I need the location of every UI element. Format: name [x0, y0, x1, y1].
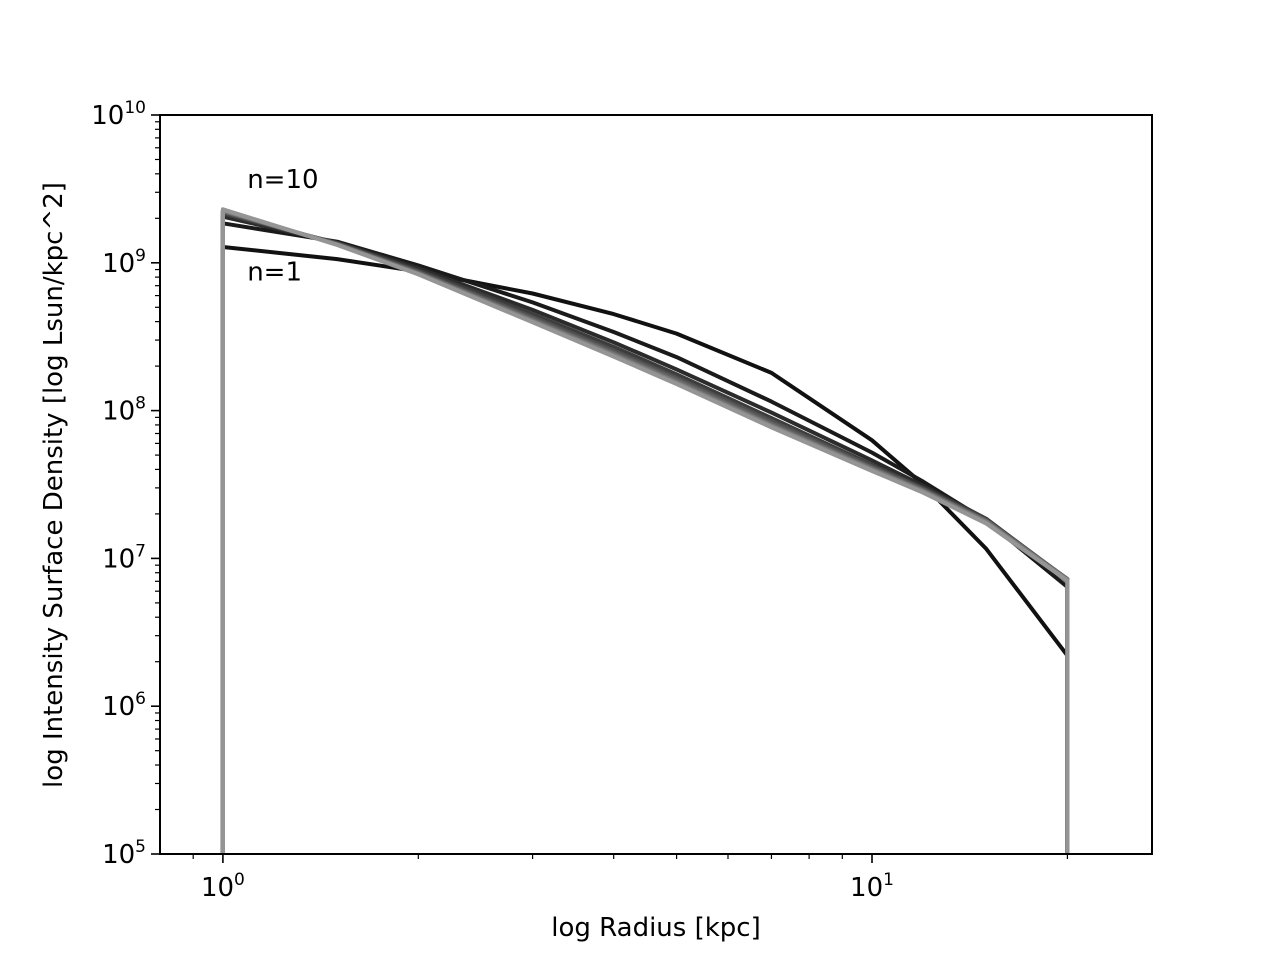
x-tick-label: 100	[201, 870, 245, 903]
series-line-n10	[220, 207, 1070, 854]
curve-annotation: n=10	[247, 165, 318, 195]
y-tick-label: 109	[102, 246, 146, 279]
x-axis-label: log Radius [kpc]	[551, 913, 761, 943]
y-tick-label: 107	[102, 541, 146, 574]
series-line-n1	[220, 245, 1070, 854]
y-axis-label: log Intensity Surface Density [log Lsun/…	[39, 182, 69, 788]
curve-annotation: n=1	[247, 257, 302, 287]
y-tick-label: 105	[102, 837, 146, 870]
series-layer	[220, 207, 1070, 854]
annotation-layer: n=10 n=1	[247, 165, 318, 287]
tick-layer: 105 106 107 108 109 1010 100 101	[91, 98, 1069, 903]
y-tick-label: 108	[102, 394, 146, 427]
y-tick-label: 106	[102, 689, 146, 722]
plot-frame	[159, 114, 1153, 855]
y-tick-label: 1010	[91, 98, 146, 131]
x-tick-label: 101	[850, 870, 894, 903]
